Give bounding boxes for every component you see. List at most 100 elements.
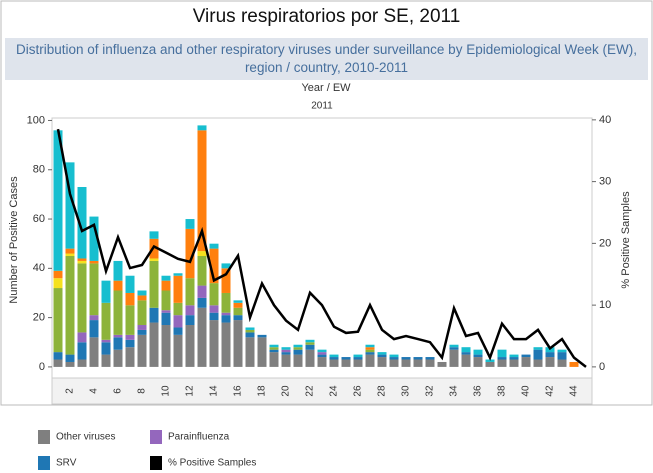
bar-segment bbox=[125, 347, 135, 367]
bar-segment bbox=[185, 305, 195, 316]
bar-segment bbox=[377, 354, 387, 358]
bar-segment bbox=[161, 325, 171, 367]
bar-segment bbox=[161, 312, 171, 326]
bar-segment bbox=[53, 130, 63, 271]
bar-segment bbox=[149, 322, 159, 367]
bar-segment bbox=[533, 349, 543, 360]
bar-segment bbox=[305, 342, 315, 345]
bar-segment bbox=[509, 359, 519, 367]
bar-segment bbox=[53, 288, 63, 353]
bar-segment bbox=[125, 292, 135, 306]
bar-segment bbox=[281, 352, 291, 355]
bar-segment bbox=[161, 290, 171, 311]
bar-segment bbox=[209, 305, 219, 313]
y-tick-label: 80 bbox=[33, 164, 45, 176]
bar-segment bbox=[341, 357, 351, 360]
bar-segment bbox=[221, 322, 231, 367]
bar-segment bbox=[353, 354, 363, 358]
bar-segment bbox=[125, 275, 135, 293]
bar-segment bbox=[137, 295, 147, 301]
legend-swatch bbox=[38, 456, 50, 470]
bar-segment bbox=[269, 347, 279, 350]
bar-segment bbox=[485, 361, 495, 367]
frame bbox=[0, 0, 653, 406]
x-tick-label: 32 bbox=[425, 385, 436, 397]
bar-segment bbox=[77, 187, 87, 259]
bar-segment bbox=[197, 130, 207, 252]
bar-segment bbox=[53, 352, 63, 360]
bar-segment bbox=[509, 354, 519, 358]
bar-segment bbox=[149, 307, 159, 323]
bar-segment bbox=[449, 349, 459, 367]
bar-segment bbox=[185, 219, 195, 229]
bar-segment bbox=[209, 283, 219, 306]
bar-segment bbox=[113, 280, 123, 291]
bar-segment bbox=[257, 334, 267, 338]
x-axis-title: Year / EW bbox=[301, 82, 351, 94]
bar-segment bbox=[173, 302, 183, 316]
bar-segment bbox=[185, 325, 195, 367]
x-tick-label: 34 bbox=[449, 385, 460, 397]
bar-segment bbox=[209, 320, 219, 367]
y2-tick-label: 0 bbox=[599, 361, 605, 373]
bar-segment bbox=[281, 347, 291, 350]
x-tick-label: 40 bbox=[521, 385, 532, 397]
bar-segment bbox=[245, 337, 255, 367]
bar-segment bbox=[137, 325, 147, 330]
bar-segment bbox=[281, 349, 291, 353]
bar-segment bbox=[305, 339, 315, 343]
bar-segment bbox=[365, 344, 375, 348]
bar-segment bbox=[329, 359, 339, 367]
x-tick-label: 2 bbox=[65, 388, 76, 394]
bar-segment bbox=[461, 354, 471, 367]
bar-segment bbox=[329, 354, 339, 358]
bar-segment bbox=[413, 357, 423, 360]
bar-segment bbox=[89, 260, 99, 264]
bar-segment bbox=[89, 315, 99, 321]
bar-segment bbox=[305, 349, 315, 367]
bar-segment bbox=[221, 315, 231, 323]
bar-segment bbox=[329, 357, 339, 360]
x-tick-label: 26 bbox=[353, 385, 364, 397]
bar-segment bbox=[65, 361, 75, 367]
bar-segment bbox=[365, 349, 375, 353]
bar-segment bbox=[461, 347, 471, 353]
y-tick-label: 60 bbox=[33, 213, 45, 225]
x-tick-label: 38 bbox=[497, 385, 508, 397]
bar-segment bbox=[89, 337, 99, 367]
bar-segment bbox=[497, 357, 507, 360]
bar-segment bbox=[173, 327, 183, 335]
bar-segment bbox=[65, 256, 75, 355]
bar-segment bbox=[197, 256, 207, 286]
bar-segment bbox=[149, 258, 159, 261]
bar-segment bbox=[365, 352, 375, 355]
bar-segment bbox=[353, 359, 363, 367]
y2-tick-label: 40 bbox=[599, 114, 611, 126]
legend-label: SRV bbox=[56, 458, 77, 469]
bar-segment bbox=[197, 285, 207, 298]
x-tick-label: 36 bbox=[473, 385, 484, 397]
bar-segment bbox=[557, 359, 567, 367]
bar-segment bbox=[173, 315, 183, 328]
bar-segment bbox=[125, 305, 135, 335]
bar-segment bbox=[65, 354, 75, 362]
bar-segment bbox=[113, 337, 123, 350]
bar-segment bbox=[101, 342, 111, 355]
x-tick-label: 42 bbox=[545, 385, 556, 397]
y-tick-label: 0 bbox=[39, 361, 45, 373]
x-tick-label: 22 bbox=[305, 385, 316, 397]
bar-segment bbox=[209, 243, 219, 249]
bar-segment bbox=[341, 359, 351, 367]
bar-segment bbox=[557, 352, 567, 360]
x-axis-band bbox=[51, 377, 593, 405]
x-tick-label: 24 bbox=[329, 385, 340, 397]
bar-segment bbox=[377, 352, 387, 355]
bar-segment bbox=[269, 349, 279, 353]
bar-segment bbox=[317, 349, 327, 353]
bar-segment bbox=[521, 357, 531, 367]
y-axis-title: Number of Positive Cases bbox=[8, 176, 20, 304]
bar-segment bbox=[77, 260, 87, 264]
bar-segment bbox=[449, 344, 459, 348]
bar-segment bbox=[401, 357, 411, 360]
